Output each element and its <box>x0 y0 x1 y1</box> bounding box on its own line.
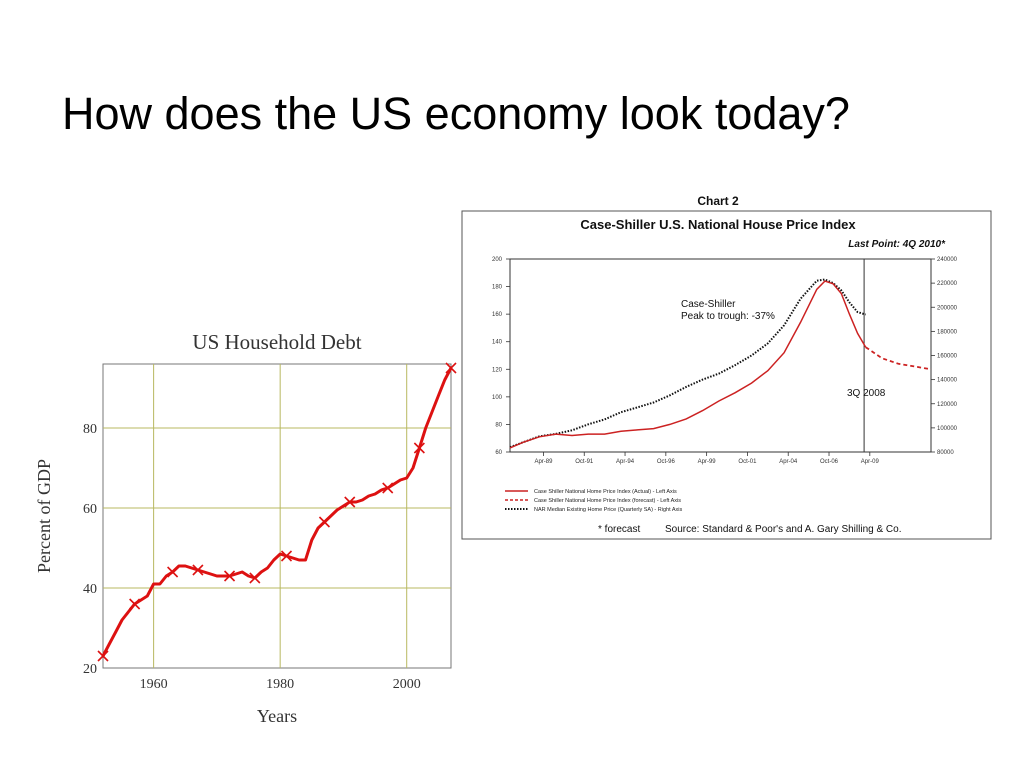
cs-left-tick-label: 160 <box>492 312 503 318</box>
cs-x-tick-label: Apr-04 <box>779 459 798 465</box>
cs-right-tick-label: 80000 <box>937 450 954 456</box>
cs-x-tick-label: Apr-89 <box>534 459 553 465</box>
case-shiller-chart: Chart 2 Case-Shiller U.S. National House… <box>461 194 992 540</box>
cs-x-tick-label: Oct-01 <box>738 459 757 465</box>
cs-annotation-name: Case-Shiller <box>681 299 736 310</box>
debt-marker <box>97 650 109 662</box>
debt-x-tick-label: 1980 <box>266 677 294 692</box>
debt-grid <box>103 364 451 668</box>
cs-nar-series-line <box>509 278 866 449</box>
cs-right-tick-label: 240000 <box>937 257 958 263</box>
debt-marker <box>249 572 261 584</box>
debt-chart-title: US Household Debt <box>192 330 361 354</box>
cs-right-tick-label: 180000 <box>937 329 958 335</box>
cs-right-tick-labels: 240000 220000 200000 180000 160000 140000 1200… <box>931 257 958 456</box>
cs-left-tick-label: 180 <box>492 285 503 291</box>
debt-x-axis-label: Years <box>257 706 297 726</box>
cs-left-tick-label: 80 <box>495 422 502 428</box>
cs-right-tick-label: 100000 <box>937 426 958 432</box>
cs-legend-forecast: Case Shiller National Home Price Index (… <box>534 498 681 504</box>
cs-legend: Case Shiller National Home Price Index (… <box>505 489 682 513</box>
cs-left-tick-label: 100 <box>492 395 503 401</box>
cs-right-tick-label: 160000 <box>937 354 958 360</box>
cs-x-tick-labels: Apr-89 Oct-91 Apr-94 Oct-96 Apr-99 Oct-01 Apr-… <box>534 452 879 465</box>
cs-chart-number: Chart 2 <box>697 194 739 208</box>
cs-left-tick-label: 60 <box>495 450 502 456</box>
debt-marker <box>445 362 457 374</box>
cs-legend-nar: NAR Median Existing Home Price (Quarterl… <box>534 507 682 513</box>
cs-left-tick-label: 120 <box>492 367 503 373</box>
debt-marker <box>129 598 141 610</box>
cs-last-point: Last Point: 4Q 2010* <box>848 239 946 250</box>
cs-annotation-peak: Peak to trough: -37% <box>681 311 775 322</box>
debt-y-tick-label: 40 <box>83 582 97 597</box>
debt-y-tick-labels: 20 40 60 80 <box>83 422 97 677</box>
debt-marker <box>280 550 293 562</box>
cs-frame <box>461 210 992 540</box>
debt-marker <box>223 570 236 582</box>
cs-annotation-3q2008: 3Q 2008 <box>847 388 886 399</box>
debt-markers <box>97 362 457 662</box>
cs-chart-title: Case-Shiller U.S. National House Price I… <box>580 217 856 232</box>
cs-x-tick-label: Apr-09 <box>861 459 880 465</box>
cs-x-tick-label: Apr-94 <box>616 459 635 465</box>
cs-left-tick-labels: 200 180 160 140 120 100 80 60 <box>492 257 510 456</box>
debt-marker <box>192 564 204 576</box>
debt-y-tick-label: 20 <box>83 662 97 677</box>
debt-marker <box>167 566 179 578</box>
debt-marker <box>344 496 356 508</box>
slide-title: How does the US economy look today? <box>62 88 850 139</box>
debt-marker <box>413 442 425 454</box>
cs-footnote: * forecast <box>598 524 640 535</box>
cs-legend-actual: Case Shiller National Home Price Index (… <box>534 489 677 495</box>
cs-x-tick-label: Oct-91 <box>575 459 594 465</box>
debt-y-tick-label: 60 <box>83 502 97 517</box>
cs-right-tick-label: 120000 <box>937 402 958 408</box>
cs-right-tick-label: 140000 <box>937 378 958 384</box>
cs-forecast-series-line <box>865 346 932 371</box>
debt-series-line <box>101 367 453 657</box>
cs-actual-series-line <box>509 280 867 449</box>
debt-y-axis-label: Percent of GDP <box>34 459 54 573</box>
cs-left-tick-label: 140 <box>492 340 503 346</box>
debt-y-tick-label: 80 <box>83 422 97 437</box>
cs-source: Source: Standard & Poor's and A. Gary Sh… <box>665 524 901 535</box>
cs-right-tick-label: 220000 <box>937 281 958 287</box>
cs-x-tick-label: Oct-06 <box>820 459 839 465</box>
debt-x-tick-label: 1960 <box>140 677 168 692</box>
cs-left-tick-label: 200 <box>492 257 503 263</box>
debt-plot-area <box>102 363 452 669</box>
cs-right-tick-label: 200000 <box>937 305 958 311</box>
debt-marker <box>318 516 331 528</box>
debt-marker <box>382 482 394 494</box>
debt-x-tick-label: 2000 <box>393 677 421 692</box>
cs-x-tick-label: Oct-96 <box>657 459 676 465</box>
cs-x-tick-label: Apr-99 <box>698 459 717 465</box>
debt-x-tick-labels: 1960 1980 2000 <box>140 677 421 692</box>
